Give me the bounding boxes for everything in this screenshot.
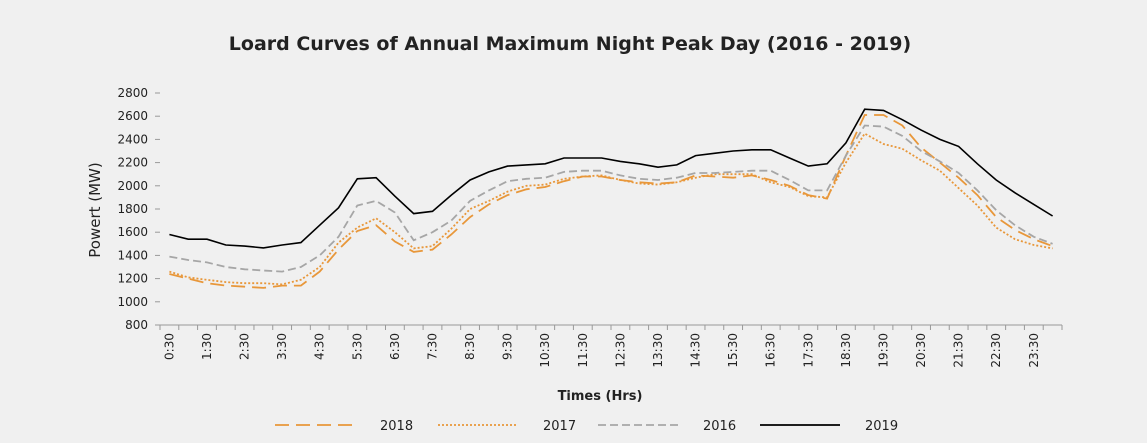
y-tick-label: 2800 bbox=[117, 86, 148, 100]
x-tick-label: 23:30 bbox=[1027, 333, 1041, 368]
x-tick-label: 18:30 bbox=[839, 333, 853, 368]
legend-label: 2019 bbox=[865, 419, 898, 434]
x-tick-label: 22:30 bbox=[989, 333, 1003, 368]
series-line bbox=[169, 108, 1054, 249]
x-tick-label: 7:30 bbox=[425, 333, 439, 360]
x-tick-label: 20:30 bbox=[914, 333, 928, 368]
y-axis-label: Powert (MW) bbox=[86, 162, 104, 257]
y-tick-label: 2000 bbox=[117, 179, 148, 193]
x-tick-label: 12:30 bbox=[613, 333, 627, 368]
series-line bbox=[169, 132, 1053, 286]
x-tick-label: 21:30 bbox=[952, 333, 966, 368]
legend-label: 2018 bbox=[380, 419, 413, 434]
y-tick-label: 2400 bbox=[117, 132, 148, 146]
y-tick-label: 1000 bbox=[117, 295, 148, 309]
x-tick-label: 11:30 bbox=[576, 333, 590, 368]
y-tick-label: 800 bbox=[125, 318, 148, 332]
y-tick-label: 1200 bbox=[117, 272, 148, 286]
x-tick-label: 1:30 bbox=[200, 333, 214, 360]
y-tick-label: 1800 bbox=[117, 202, 148, 216]
legend-label: 2017 bbox=[543, 419, 576, 434]
x-tick-label: 13:30 bbox=[651, 333, 665, 368]
x-tick-label: 19:30 bbox=[876, 333, 890, 368]
x-axis-label: Times (Hrs) bbox=[558, 389, 643, 404]
x-tick-label: 8:30 bbox=[463, 333, 477, 360]
x-tick-label: 14:30 bbox=[689, 333, 703, 368]
x-tick-label: 5:30 bbox=[350, 333, 364, 360]
y-tick-label: 1400 bbox=[117, 248, 148, 262]
x-tick-label: 17:30 bbox=[801, 333, 815, 368]
y-tick-label: 2600 bbox=[117, 109, 148, 123]
x-tick-label: 3:30 bbox=[275, 333, 289, 360]
chart-title: Loard Curves of Annual Maximum Night Pea… bbox=[229, 33, 911, 55]
x-tick-label: 15:30 bbox=[726, 333, 740, 368]
legend-label: 2016 bbox=[703, 419, 736, 434]
y-tick-label: 2200 bbox=[117, 156, 148, 170]
series-line bbox=[169, 114, 1053, 289]
x-tick-label: 4:30 bbox=[313, 333, 327, 360]
x-tick-label: 9:30 bbox=[501, 333, 515, 360]
series-line bbox=[169, 124, 1053, 273]
x-tick-label: 10:30 bbox=[538, 333, 552, 368]
x-tick-label: 2:30 bbox=[238, 333, 252, 360]
x-tick-label: 16:30 bbox=[764, 333, 778, 368]
x-tick-label: 6:30 bbox=[388, 333, 402, 360]
x-tick-label: 0:30 bbox=[162, 333, 176, 360]
y-tick-label: 1600 bbox=[117, 225, 148, 239]
